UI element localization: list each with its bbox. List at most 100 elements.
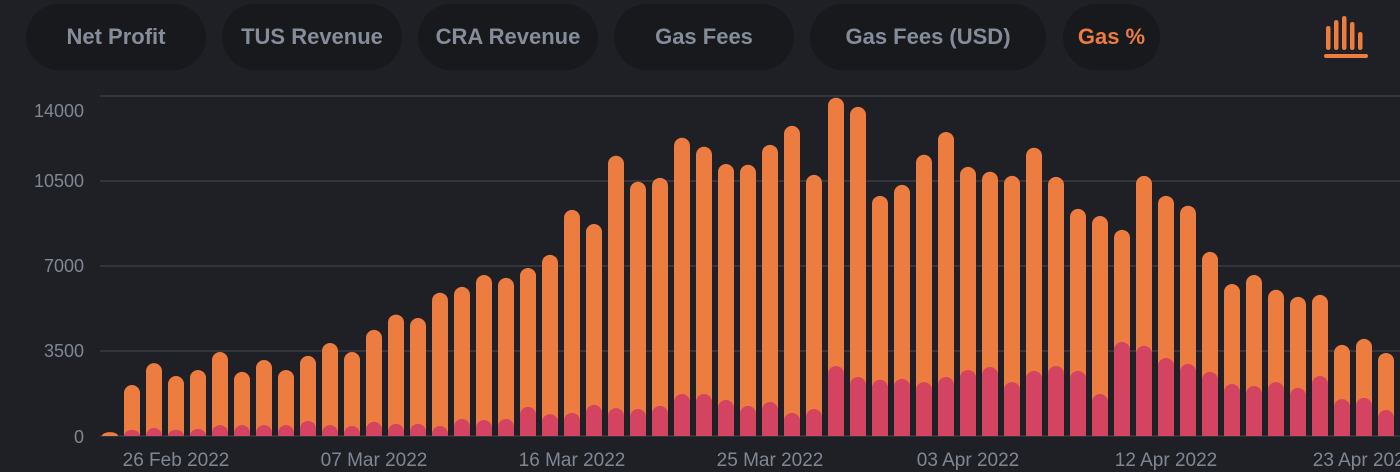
bar-part bbox=[1070, 370, 1086, 436]
bar-total bbox=[476, 274, 492, 436]
bar-part bbox=[190, 428, 206, 436]
bar-total bbox=[388, 314, 404, 436]
bar-part bbox=[234, 425, 250, 436]
tab-gas-fees[interactable]: Gas Fees bbox=[614, 4, 794, 70]
bar-part bbox=[564, 412, 580, 436]
x-tick-label: 25 Mar 2022 bbox=[717, 450, 824, 471]
bar-total bbox=[168, 376, 184, 436]
bar-total bbox=[960, 166, 976, 436]
tab-gas-percent[interactable]: Gas % bbox=[1063, 4, 1160, 70]
bar-total bbox=[828, 97, 844, 436]
bar-total bbox=[432, 292, 448, 436]
bar-part bbox=[146, 427, 162, 436]
bar-part bbox=[1114, 342, 1130, 436]
bar-total bbox=[718, 164, 734, 436]
bar-part bbox=[432, 426, 448, 436]
bar-total bbox=[784, 125, 800, 436]
bar-total bbox=[850, 106, 866, 436]
bar-total bbox=[1092, 215, 1108, 436]
bar-part bbox=[630, 409, 646, 436]
bar-total bbox=[410, 317, 426, 436]
bar-total bbox=[740, 164, 756, 436]
bar-total bbox=[806, 174, 822, 436]
y-tick-label: 10500 bbox=[34, 171, 84, 191]
bar-part bbox=[1356, 397, 1372, 436]
bar-part bbox=[1290, 387, 1306, 436]
bar-total bbox=[762, 144, 778, 437]
bar-part bbox=[1136, 345, 1152, 436]
bar-part bbox=[454, 419, 470, 436]
y-tick-label: 0 bbox=[74, 427, 84, 447]
bar-part bbox=[740, 405, 756, 436]
bar-total bbox=[586, 223, 602, 436]
x-tick-label: 26 Feb 2022 bbox=[123, 450, 230, 471]
bar-part bbox=[520, 406, 536, 436]
bar-part bbox=[872, 379, 888, 436]
bar-total bbox=[124, 385, 140, 436]
y-tick-label: 3500 bbox=[44, 341, 84, 361]
bar-part bbox=[1004, 382, 1020, 436]
bar-part bbox=[212, 425, 228, 436]
bar-part bbox=[322, 425, 338, 436]
tab-tus-revenue[interactable]: TUS Revenue bbox=[222, 4, 402, 70]
bar-part bbox=[1312, 376, 1328, 436]
bar-part bbox=[1268, 382, 1284, 436]
tab-gas-fees-usd[interactable]: Gas Fees (USD) bbox=[810, 4, 1046, 70]
bar-part bbox=[256, 425, 272, 436]
bar-part bbox=[1026, 370, 1042, 436]
bar-part bbox=[586, 404, 602, 436]
x-tick-label: 03 Apr 2022 bbox=[917, 450, 1019, 471]
bar-part bbox=[762, 402, 778, 436]
bar-chart-icon[interactable] bbox=[1322, 14, 1370, 62]
bar-total bbox=[916, 154, 932, 436]
bar-part bbox=[498, 419, 514, 436]
bar-total bbox=[872, 195, 888, 436]
bar-total bbox=[322, 342, 338, 436]
bar-total bbox=[344, 351, 360, 436]
bar-total bbox=[696, 146, 712, 436]
bar-total bbox=[564, 209, 580, 436]
x-tick-label: 12 Apr 2022 bbox=[1115, 450, 1217, 471]
x-tick-label: 16 Mar 2022 bbox=[519, 450, 626, 471]
bar-part bbox=[1092, 393, 1108, 436]
bar-part bbox=[982, 367, 998, 436]
bar-part bbox=[278, 425, 294, 436]
y-tick-label: 7000 bbox=[44, 256, 84, 276]
bar-part bbox=[300, 420, 316, 436]
bar-part bbox=[476, 419, 492, 436]
bar-total bbox=[652, 177, 668, 437]
bar-total bbox=[102, 432, 118, 436]
bar-part bbox=[344, 426, 360, 436]
bar-total bbox=[608, 155, 624, 436]
bar-part bbox=[652, 405, 668, 436]
bar-part bbox=[894, 378, 910, 436]
bar-total bbox=[498, 277, 514, 436]
x-tick-label: 07 Mar 2022 bbox=[321, 450, 428, 471]
bar-total bbox=[278, 369, 294, 436]
bar-part bbox=[718, 400, 734, 436]
bar-total bbox=[520, 267, 536, 436]
bar-total bbox=[1026, 147, 1042, 436]
bar-part bbox=[850, 376, 866, 436]
bar-total bbox=[674, 137, 690, 436]
bar-part bbox=[960, 369, 976, 436]
bar-total bbox=[146, 363, 162, 436]
bar-total bbox=[212, 351, 228, 436]
bar-part bbox=[916, 382, 932, 436]
bar-part bbox=[1180, 363, 1196, 436]
bar-part bbox=[1378, 410, 1394, 436]
tab-net-profit[interactable]: Net Profit bbox=[26, 4, 206, 70]
tab-cra-revenue[interactable]: CRA Revenue bbox=[418, 4, 598, 70]
bar-total bbox=[454, 286, 470, 436]
bar-part bbox=[1246, 385, 1262, 436]
bar-part bbox=[828, 366, 844, 436]
bar-part bbox=[938, 376, 954, 436]
bar-part bbox=[410, 423, 426, 436]
bar-part bbox=[608, 408, 624, 436]
bar-total bbox=[234, 371, 250, 436]
bar-total bbox=[630, 181, 646, 436]
bar-part bbox=[124, 429, 140, 436]
bar-total bbox=[190, 369, 206, 436]
bar-total bbox=[366, 329, 382, 436]
